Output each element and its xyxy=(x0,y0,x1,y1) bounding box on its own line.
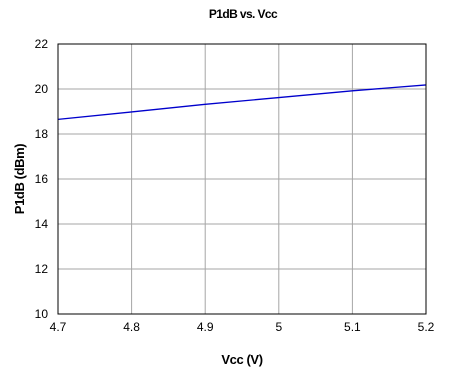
y-tick-labels: 10 12 14 16 18 20 22 xyxy=(35,37,49,321)
y-axis-label: P1dB (dBm) xyxy=(12,144,27,214)
series-line-0 xyxy=(57,84,427,121)
x-tick-label: 5.2 xyxy=(418,320,435,334)
series-layer xyxy=(57,84,427,121)
plot-frame xyxy=(57,43,427,315)
y-tick-label: 14 xyxy=(35,217,49,231)
x-tick-label: 5.1 xyxy=(344,320,361,334)
x-tick-label: 4.8 xyxy=(123,320,140,334)
y-tick-label: 22 xyxy=(35,37,49,51)
y-tick-label: 18 xyxy=(35,127,49,141)
x-tick-label: 4.7 xyxy=(50,320,67,334)
x-axis-label: Vcc (V) xyxy=(221,352,262,367)
y-tick-label: 20 xyxy=(35,82,49,96)
y-tick-label: 10 xyxy=(35,307,49,321)
x-tick-label: 4.9 xyxy=(197,320,214,334)
chart-title: P1dB vs. Vcc xyxy=(209,7,278,21)
x-tick-labels: 4.7 4.8 4.9 5 5.1 5.2 xyxy=(50,320,435,334)
grid-lines xyxy=(58,44,426,314)
y-tick-label: 12 xyxy=(35,262,49,276)
x-tick-label: 5 xyxy=(275,320,282,334)
y-tick-label: 16 xyxy=(35,172,49,186)
